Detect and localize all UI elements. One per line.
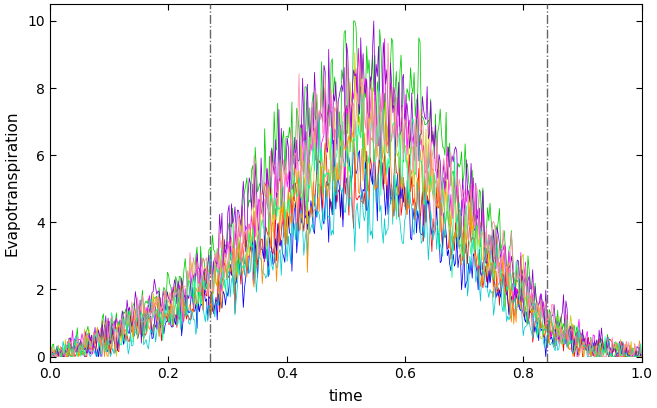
X-axis label: time: time: [328, 389, 363, 404]
Y-axis label: Evapotranspiration: Evapotranspiration: [4, 110, 19, 256]
